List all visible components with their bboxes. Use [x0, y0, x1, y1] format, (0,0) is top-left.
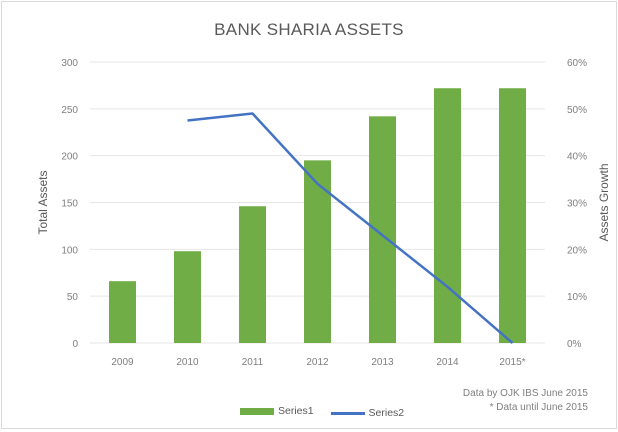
- x-tick-label: 2015*: [499, 357, 525, 368]
- y-tick-label: 300: [61, 58, 78, 69]
- x-tick-label: 2011: [242, 357, 264, 368]
- x-tick-label: 2009: [111, 357, 134, 368]
- legend: Series1 Series2: [240, 405, 418, 419]
- x-tick-label: 2013: [371, 357, 394, 368]
- y2-tick-label: 10%: [567, 292, 587, 303]
- y2-tick-label: 50%: [567, 105, 587, 116]
- legend-label-series2: Series2: [368, 407, 405, 419]
- series-line: [187, 112, 514, 344]
- bar: [109, 281, 136, 343]
- legend-label-series1: Series1: [278, 405, 314, 417]
- y2-tick-label: 0%: [567, 339, 582, 350]
- chart-title: BANK SHARIA ASSETS: [214, 20, 404, 39]
- y2-axis-title: Assets Growth: [597, 163, 611, 241]
- legend-item-series1[interactable]: Series1: [240, 405, 314, 417]
- y2-tick-label: 30%: [567, 199, 587, 210]
- bar: [239, 206, 266, 343]
- bar: [304, 160, 331, 343]
- footnote: * Data until June 2015: [489, 402, 588, 413]
- y-tick-label: 150: [61, 199, 78, 210]
- y-tick-label: 250: [61, 105, 78, 116]
- y2-tick-label: 20%: [567, 245, 587, 256]
- x-tick-label: 2012: [306, 357, 329, 368]
- x-tick-label: 2014: [436, 357, 459, 368]
- x-tick-label: 2010: [176, 357, 199, 368]
- bar: [174, 251, 201, 343]
- bar: [369, 116, 396, 344]
- y-tick-label: 200: [61, 152, 78, 163]
- y2-tick-label: 40%: [567, 152, 587, 163]
- bar: [434, 88, 461, 343]
- source-note: Data by OJK IBS June 2015: [462, 388, 588, 399]
- bar: [499, 88, 526, 343]
- y-tick-label: 0: [72, 339, 78, 350]
- y-tick-label: 100: [61, 245, 78, 256]
- y-axis-title: Total Assets: [36, 170, 50, 234]
- y2-tick-label: 60%: [567, 58, 587, 69]
- y-tick-label: 50: [67, 292, 79, 303]
- legend-swatch-series1: [240, 407, 274, 415]
- legend-item-series2[interactable]: Series2: [330, 407, 405, 419]
- legend-swatch-series2: [330, 411, 365, 415]
